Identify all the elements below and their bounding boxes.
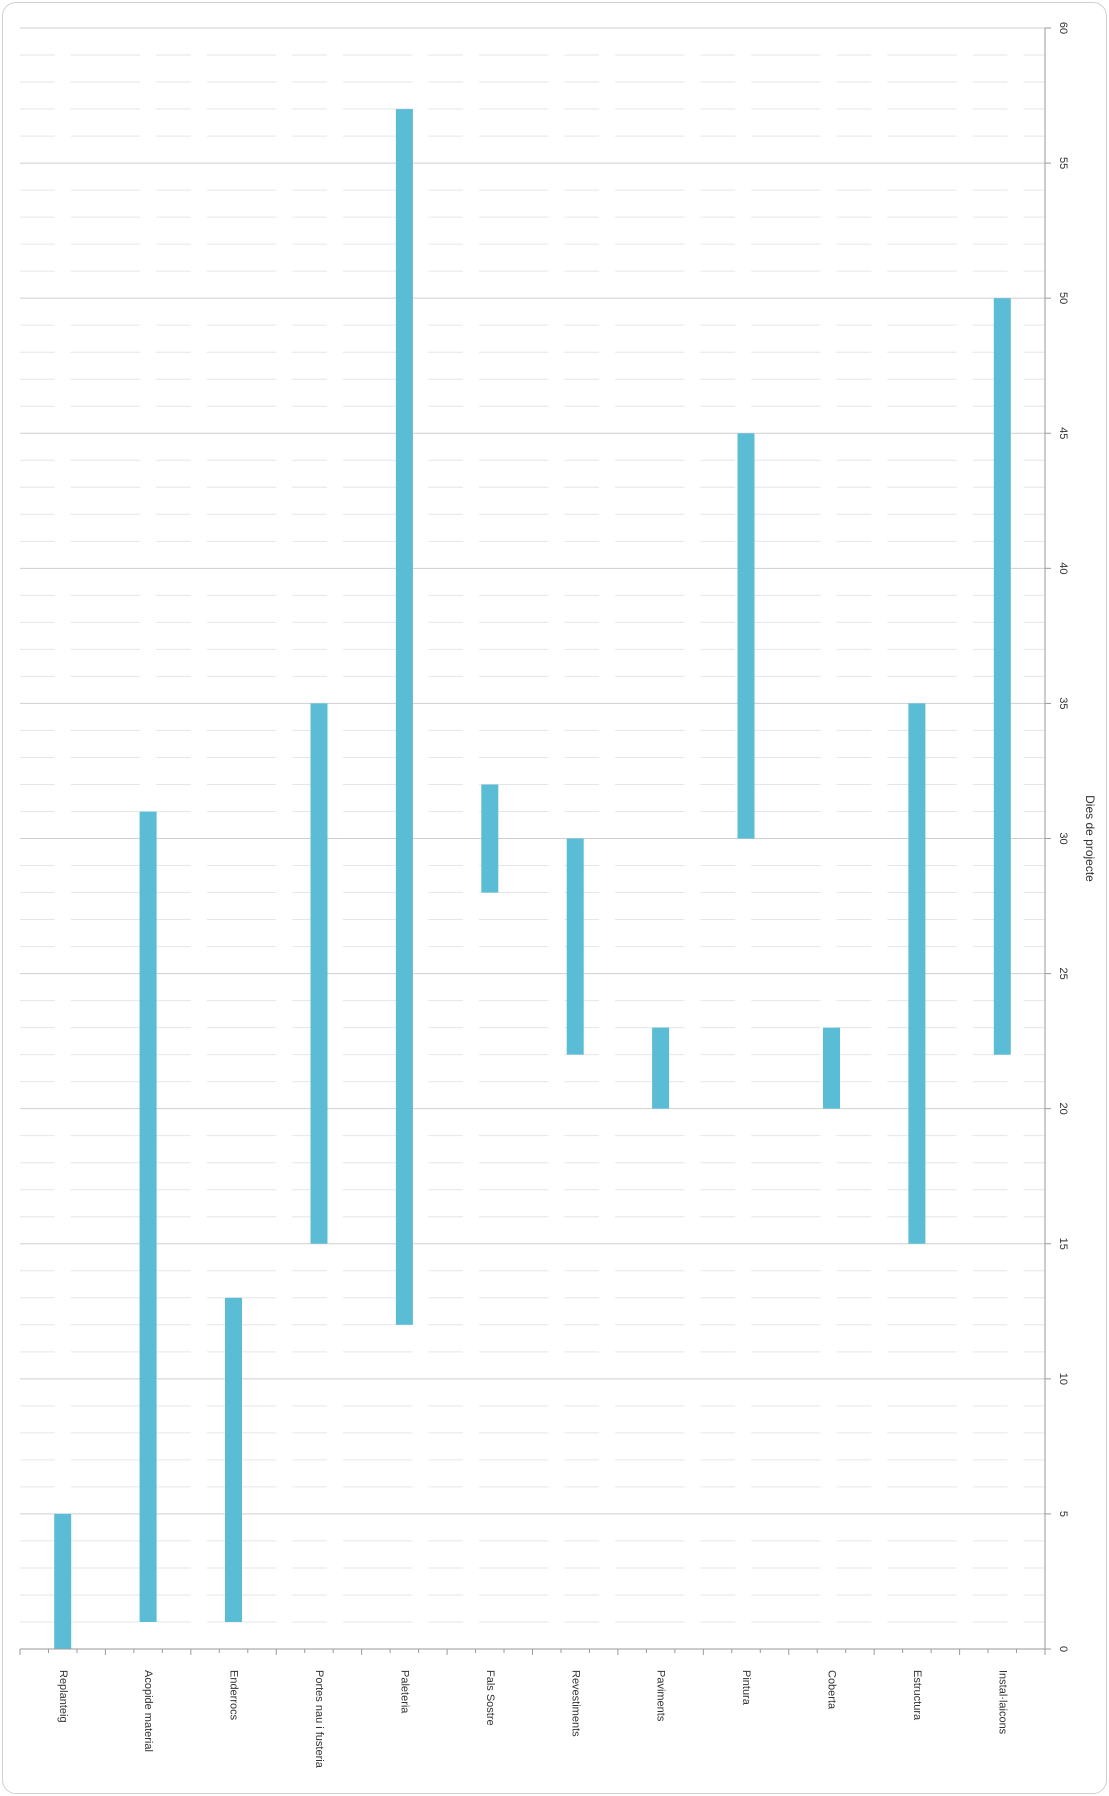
value-tick-label: 40 <box>1057 562 1069 574</box>
bar-2 <box>139 811 157 1622</box>
category-label: Pintura <box>740 1670 752 1706</box>
value-tick-label: 0 <box>1057 1646 1069 1652</box>
value-tick-label: 20 <box>1057 1103 1069 1115</box>
value-tick-label: 50 <box>1057 292 1069 304</box>
category-label: Paviments <box>655 1670 667 1722</box>
value-tick-label: 60 <box>1057 22 1069 34</box>
value-tick-label: 45 <box>1057 427 1069 439</box>
labels: 0 5 10 15 20 25 30 35 40 45 50 55 60 Replanteig Acopid… <box>57 22 1069 1769</box>
category-label: Estructura <box>911 1670 923 1721</box>
bar-4 <box>310 703 328 1244</box>
bar-12 <box>993 298 1011 1055</box>
bar-10 <box>823 1027 840 1109</box>
axes <box>19 27 1051 1655</box>
bar-1 <box>54 1513 72 1649</box>
value-tick-label: 55 <box>1057 157 1069 169</box>
value-tick-label: 5 <box>1057 1511 1069 1517</box>
category-label: Instal·laicons <box>996 1670 1008 1735</box>
bar-5 <box>395 109 413 1325</box>
bar-6 <box>481 784 499 893</box>
value-tick-label: 10 <box>1057 1373 1069 1385</box>
bar-8 <box>652 1027 670 1109</box>
bar-11 <box>908 703 926 1244</box>
grid-lines <box>20 27 1045 1623</box>
bar-7 <box>566 838 584 1055</box>
value-tick-label: 30 <box>1057 832 1069 844</box>
category-label: Paleteria <box>398 1670 410 1714</box>
value-tick-label: 15 <box>1057 1238 1069 1250</box>
category-label: Enderrocs <box>228 1670 240 1721</box>
category-label: Revestiments <box>569 1670 581 1737</box>
value-tick-label: 25 <box>1057 967 1069 979</box>
bars <box>54 109 1011 1649</box>
category-label: Fals Sostre <box>484 1670 496 1726</box>
bar-3 <box>225 1297 242 1622</box>
value-axis-title: Dies de projecte <box>1083 795 1097 882</box>
category-label: Acopide material <box>142 1670 154 1752</box>
category-label: Coberta <box>826 1670 838 1710</box>
bar-9 <box>737 433 755 839</box>
category-label: Replanteig <box>57 1670 69 1723</box>
category-label: Portes nau i fusteria <box>313 1670 325 1769</box>
value-tick-label: 35 <box>1057 697 1069 709</box>
